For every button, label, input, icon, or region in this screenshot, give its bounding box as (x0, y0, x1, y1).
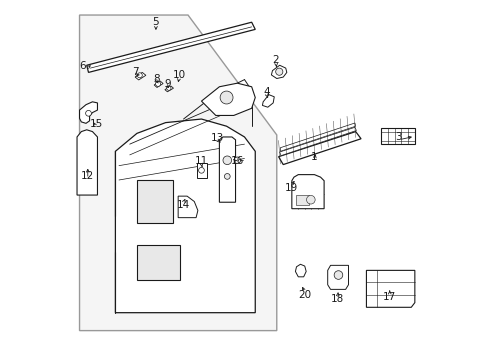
Polygon shape (201, 83, 255, 116)
Polygon shape (278, 132, 360, 165)
Circle shape (85, 111, 91, 116)
Polygon shape (271, 65, 286, 78)
Polygon shape (164, 86, 173, 92)
Text: 17: 17 (382, 292, 396, 302)
Text: 15: 15 (89, 120, 102, 129)
Polygon shape (77, 130, 97, 195)
Text: 2: 2 (272, 55, 279, 65)
Polygon shape (295, 264, 305, 277)
Polygon shape (366, 270, 414, 307)
Polygon shape (115, 119, 255, 313)
Circle shape (224, 174, 230, 179)
Text: 5: 5 (152, 17, 159, 27)
Circle shape (275, 68, 282, 75)
Circle shape (234, 157, 240, 163)
Text: 11: 11 (194, 156, 208, 166)
Text: 7: 7 (132, 67, 139, 77)
Polygon shape (178, 196, 198, 218)
Text: 20: 20 (298, 291, 311, 301)
Bar (296, 195, 308, 205)
Circle shape (155, 81, 160, 86)
Polygon shape (280, 123, 355, 151)
Text: 14: 14 (177, 200, 190, 210)
Polygon shape (381, 128, 414, 144)
Circle shape (166, 86, 171, 90)
Polygon shape (291, 175, 324, 209)
Polygon shape (80, 102, 97, 123)
Text: 1: 1 (310, 152, 317, 162)
Polygon shape (154, 81, 163, 87)
Circle shape (198, 167, 204, 173)
Bar (137, 244, 180, 280)
Text: 10: 10 (172, 70, 185, 80)
Polygon shape (262, 95, 274, 107)
Polygon shape (86, 22, 255, 72)
Text: 19: 19 (285, 183, 298, 193)
Text: 13: 13 (210, 133, 224, 143)
Polygon shape (135, 72, 145, 80)
Text: 3: 3 (395, 132, 401, 142)
Text: 4: 4 (263, 87, 269, 97)
Bar (137, 180, 172, 223)
Polygon shape (279, 127, 356, 156)
Text: 9: 9 (164, 79, 170, 89)
Circle shape (223, 156, 231, 165)
Text: 6: 6 (79, 61, 85, 71)
Text: 18: 18 (330, 294, 344, 304)
Circle shape (333, 271, 342, 279)
Polygon shape (197, 163, 206, 178)
Circle shape (220, 91, 233, 104)
Polygon shape (327, 265, 348, 289)
Text: 8: 8 (153, 73, 159, 84)
Text: 16: 16 (230, 156, 244, 166)
Circle shape (306, 195, 314, 204)
Polygon shape (80, 15, 276, 330)
Polygon shape (219, 137, 235, 202)
Circle shape (137, 73, 142, 78)
Text: 12: 12 (81, 171, 94, 181)
